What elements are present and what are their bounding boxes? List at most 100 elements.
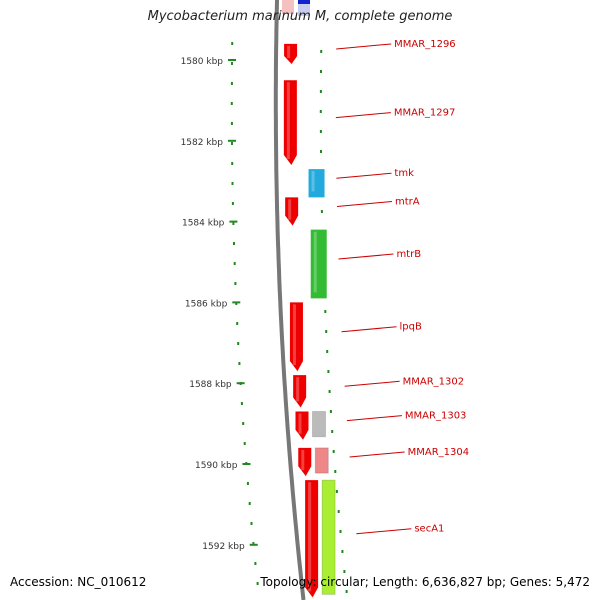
gene-mtrA-arrow <box>285 197 299 226</box>
gene-label-mtrB: mtrB <box>396 249 421 260</box>
gene-MMAR_1296-arrow <box>284 43 298 65</box>
scale-dot <box>238 362 241 365</box>
gene-MMAR_1304-block <box>314 447 329 474</box>
scale-dot <box>319 90 322 93</box>
scale-dot <box>329 410 332 413</box>
gene-MMAR_1303-block <box>312 410 326 438</box>
scale-dot <box>230 82 233 85</box>
scale-dot <box>335 490 338 493</box>
scale-dot <box>248 502 251 505</box>
gene-highlight <box>286 82 290 160</box>
scale-dot <box>254 562 257 565</box>
gene-highlight <box>308 482 312 592</box>
scale-dot <box>231 182 234 185</box>
topology-label: Topology: circular; Length: 6,636,827 bp… <box>260 575 590 589</box>
gene-lpqB-arrow <box>289 302 303 372</box>
scale-dot <box>320 50 323 53</box>
scale-dot <box>243 442 246 445</box>
gene-highlight <box>287 45 291 59</box>
scale-dot <box>232 222 235 225</box>
gene-label-leader <box>344 380 400 387</box>
gene-secA1-block <box>321 479 336 595</box>
accession-label: Accession: NC_010612 <box>10 575 147 589</box>
gene-highlight <box>292 304 296 366</box>
scale-dot <box>250 522 253 525</box>
scale-dot <box>246 482 249 485</box>
scale-dot <box>332 450 335 453</box>
gene-highlight <box>296 377 300 402</box>
gene-label-MMAR_1296: MMAR_1296 <box>394 39 456 50</box>
gene-label-secA1: secA1 <box>414 524 444 535</box>
scale-label: 1584 kbp <box>182 219 225 229</box>
partial-gene-top-shadow <box>298 4 310 16</box>
partial-gene-top-red <box>282 0 294 14</box>
scale-dot <box>231 42 234 45</box>
scale-dot <box>320 150 322 153</box>
scale-label: 1586 kbp <box>185 299 228 309</box>
scale-dot <box>343 570 346 573</box>
gene-label-lpqB: lpqB <box>400 322 422 333</box>
scale-dot <box>236 322 239 325</box>
gene-label-leader <box>336 201 393 207</box>
scale-dot <box>230 122 233 125</box>
gene-label-leader <box>346 415 402 422</box>
scale-dot <box>345 590 348 593</box>
scale-dot <box>320 210 323 213</box>
gene-MMAR_1303-arrow <box>295 411 309 440</box>
gene-highlight <box>288 199 292 220</box>
scale-dot <box>328 390 331 393</box>
scale-dot <box>337 510 340 513</box>
gene-secA1-arrow <box>305 480 319 598</box>
gene-mtrB-arrow <box>310 229 327 299</box>
gene-label-leader <box>335 112 391 119</box>
scale-dot <box>252 542 255 545</box>
scale-dot <box>341 550 344 553</box>
gene-label-MMAR_1302: MMAR_1302 <box>403 376 465 387</box>
scale-dot <box>234 282 237 285</box>
scale-dot <box>231 202 234 205</box>
gene-label-leader <box>338 253 394 260</box>
genome-title: Mycobacterium marinum M, complete genome <box>147 9 453 24</box>
gene-highlight <box>301 449 305 471</box>
scale-dot <box>242 422 245 425</box>
chromosome-backbone <box>273 0 306 600</box>
gene-label-leader <box>341 326 397 333</box>
scale-label: 1582 kbp <box>181 138 224 148</box>
gene-highlight <box>313 231 317 293</box>
scale-label: 1590 kbp <box>195 461 238 471</box>
scale-dot <box>325 330 328 333</box>
gene-label-mtrA: mtrA <box>395 197 420 208</box>
scale-dot <box>339 530 342 533</box>
gene-MMAR_1297-arrow <box>283 80 297 166</box>
scale-dot <box>256 582 259 585</box>
gene-label-leader <box>349 451 405 458</box>
scale-dot <box>334 470 337 473</box>
scale-dot <box>319 110 322 113</box>
scale-dot <box>233 262 236 265</box>
gene-label-leader <box>356 528 412 535</box>
scale-dot <box>327 370 330 373</box>
scale-dot <box>233 242 235 245</box>
gene-highlight <box>311 171 315 192</box>
scale-label: 1588 kbp <box>189 380 232 390</box>
scale-dot <box>320 70 322 73</box>
scale-dot <box>319 130 322 133</box>
scale-dot <box>324 310 327 313</box>
gene-label-MMAR_1303: MMAR_1303 <box>405 411 467 422</box>
gene-label-leader <box>336 43 392 50</box>
scale-dot <box>326 350 329 353</box>
scale-dot <box>230 102 233 105</box>
scale-dot <box>331 430 334 433</box>
gene-MMAR_1304-arrow <box>298 447 312 477</box>
gene-label-tmk: tmk <box>394 168 414 179</box>
gene-MMAR_1302-arrow <box>293 375 307 408</box>
gene-tmk-arrow <box>308 169 325 198</box>
gene-label-MMAR_1304: MMAR_1304 <box>408 447 470 458</box>
gene-label-leader <box>336 172 392 179</box>
scale-dot <box>240 402 243 405</box>
gene-highlight <box>298 413 302 434</box>
scale-label: 1580 kbp <box>181 57 224 67</box>
scale-dot <box>231 62 233 65</box>
